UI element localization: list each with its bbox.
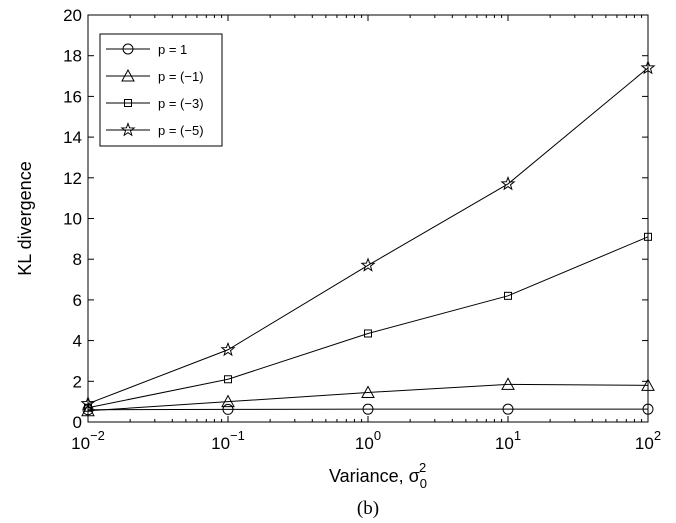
x-tick-label: 102 (635, 428, 661, 453)
data-point-circle (502, 403, 514, 415)
legend-marker-star (120, 122, 136, 137)
y-tick-label: 16 (63, 87, 82, 106)
legend-label: p = 1 (158, 42, 187, 57)
legend-label: p = (−3) (158, 96, 204, 111)
data-point-circle (642, 403, 654, 415)
series-markers (80, 59, 656, 417)
data-point-circle (362, 403, 374, 415)
x-tick-label: 10−1 (211, 428, 245, 453)
x-tick-label: 101 (495, 428, 521, 453)
y-tick-label: 20 (63, 6, 82, 25)
legend-box (99, 33, 223, 147)
y-tick-label: 8 (73, 250, 82, 269)
series-lines (87, 67, 649, 412)
data-point-triangle (641, 378, 655, 391)
data-point-star (500, 175, 516, 191)
series-line-triangle (87, 383, 649, 412)
data-point-star (360, 257, 376, 272)
x-axis-title-subscript: 0 (420, 476, 427, 491)
y-tick-label: 12 (63, 169, 82, 188)
y-tick-label: 18 (63, 47, 82, 66)
data-point-star (80, 395, 96, 411)
y-tick-label: 10 (63, 210, 82, 229)
legend-marker-triangle (121, 68, 135, 82)
data-point-square (224, 375, 232, 384)
x-tick-label: 100 (355, 428, 381, 453)
data-point-star (640, 59, 656, 75)
y-tick-label: 4 (73, 332, 82, 351)
y-axis-title: KL divergence (15, 161, 35, 275)
legend-label: p = (−5) (158, 123, 204, 138)
series-line-star (87, 67, 649, 405)
data-point-square (644, 232, 652, 241)
data-point-triangle (221, 394, 235, 408)
y-tick-label: 14 (63, 128, 82, 147)
axis-ticks: 0 2 4 6 8 10 12 14 16 18 20 10−2 10−1 100 101 102 (63, 6, 661, 453)
legend-label: p = (−1) (158, 69, 204, 84)
x-axis-title-text: Variance, σ (329, 466, 420, 486)
data-point-triangle (501, 377, 515, 390)
series-line-square (87, 236, 649, 409)
x-tick-label: 10−2 (71, 428, 105, 453)
data-point-star (220, 341, 236, 357)
series-line-circle (87, 408, 648, 411)
legend-marker-square (124, 99, 132, 107)
data-point-circle (222, 403, 234, 415)
x-axis-title: Variance, σ02 (329, 460, 427, 491)
data-point-square (364, 329, 372, 338)
y-tick-label: 6 (73, 291, 82, 310)
legend: p = 1 p = (−1) p = (−3) p = (−5) (99, 33, 223, 147)
y-tick-label: 2 (73, 372, 82, 391)
data-point-square (504, 291, 512, 300)
legend-marker-circle (122, 43, 134, 55)
figure-caption: (b) (357, 498, 379, 519)
x-axis-title-superscript: 2 (419, 460, 426, 475)
data-point-triangle (361, 385, 375, 398)
y-tick-label: 0 (73, 413, 82, 432)
